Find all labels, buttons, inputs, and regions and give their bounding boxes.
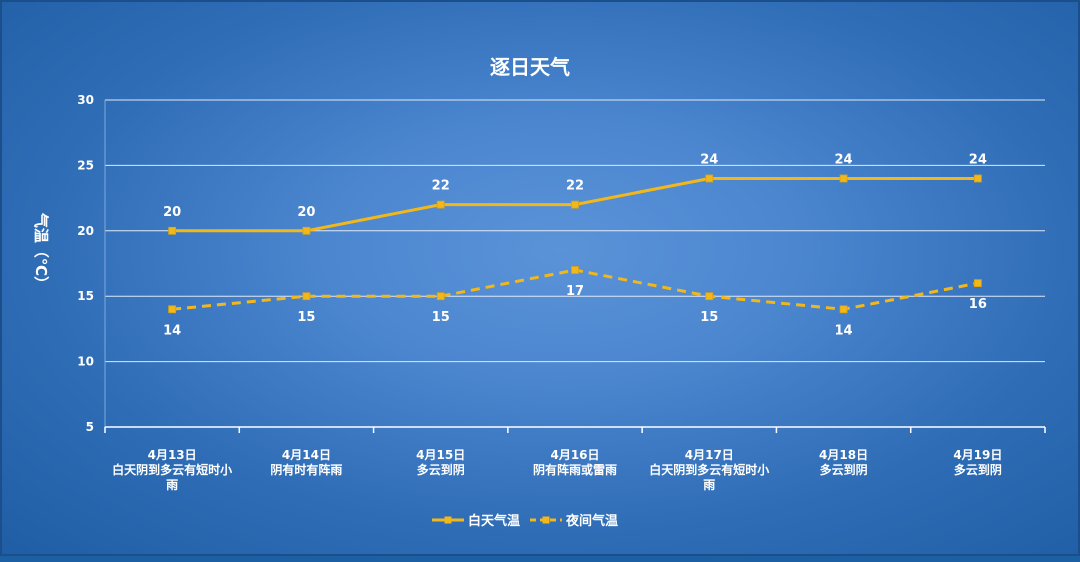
legend-marker: [444, 516, 452, 524]
data-point: [436, 200, 445, 209]
data-label: 14: [835, 323, 853, 338]
data-label: 16: [969, 297, 987, 312]
x-tick-label: 多云到阴: [820, 462, 868, 477]
x-tick-label: 白天阴到多云有短时小: [112, 462, 232, 477]
data-point: [839, 174, 848, 183]
x-tick-label: 4月14日: [282, 448, 331, 462]
data-label: 20: [163, 205, 181, 220]
x-axis: 4月13日白天阴到多云有短时小雨4月14日阴有时有阵雨4月15日多云到阴4月16…: [104, 100, 1046, 492]
y-tick-label: 25: [77, 158, 94, 172]
x-tick-label: 雨: [166, 478, 178, 492]
data-label: 15: [432, 310, 450, 325]
data-point: [839, 305, 848, 314]
y-tick-label: 30: [77, 93, 94, 107]
data-label: 14: [163, 323, 181, 338]
x-tick-label: 4月15日: [416, 448, 465, 462]
data-label: 24: [700, 152, 718, 167]
x-tick-label: 多云到阴: [417, 462, 465, 477]
data-label: 20: [297, 205, 315, 220]
data-point: [705, 292, 714, 301]
data-label: 22: [566, 179, 584, 194]
data-label: 24: [969, 152, 987, 167]
data-point: [168, 305, 177, 314]
legend: 白天气温 夜间气温: [432, 513, 618, 529]
data-point: [302, 226, 311, 235]
data-label: 15: [297, 310, 315, 325]
x-tick-label: 4月17日: [685, 448, 734, 462]
legend-label: 夜间气温: [565, 513, 618, 529]
legend-marker: [542, 516, 550, 524]
data-point: [302, 292, 311, 301]
x-tick-label: 阴有时有阵雨: [270, 462, 342, 477]
x-tick-label: 多云到阴: [954, 462, 1002, 477]
data-point: [571, 200, 579, 209]
x-tick-label: 4月18日: [819, 448, 868, 462]
chart-title: 逐日天气: [490, 55, 570, 79]
x-tick-label: 4月16日: [550, 448, 599, 462]
x-tick-label: 4月13日: [148, 448, 197, 462]
data-labels: 20 20 22 22 24 24 24 14 15 15 17 15 14 16: [163, 152, 987, 338]
data-point: [571, 266, 579, 274]
y-axis-ticks: 5 10 15 20 25 30: [77, 93, 94, 434]
legend-label: 白天气温: [468, 513, 520, 529]
y-tick-label: 20: [77, 224, 94, 238]
data-point: [973, 279, 982, 288]
data-point: [705, 174, 714, 183]
data-point: [168, 226, 177, 235]
data-label: 22: [432, 179, 450, 194]
data-label: 15: [700, 310, 718, 325]
y-tick-label: 10: [77, 355, 94, 369]
series-lines: [168, 174, 982, 314]
y-tick-label: 5: [86, 420, 94, 434]
y-tick-label: 15: [77, 289, 94, 303]
data-point: [436, 292, 445, 301]
x-tick-label: 阴有阵雨或雷雨: [533, 462, 617, 477]
data-point: [973, 174, 982, 183]
data-label: 17: [566, 284, 584, 299]
x-tick-label: 4月19日: [953, 448, 1002, 462]
x-tick-label: 白天阴到多云有短时小: [649, 462, 769, 477]
data-label: 24: [835, 152, 853, 167]
y-axis-label: 气温（℃）: [32, 212, 50, 291]
x-tick-label: 雨: [703, 478, 715, 492]
